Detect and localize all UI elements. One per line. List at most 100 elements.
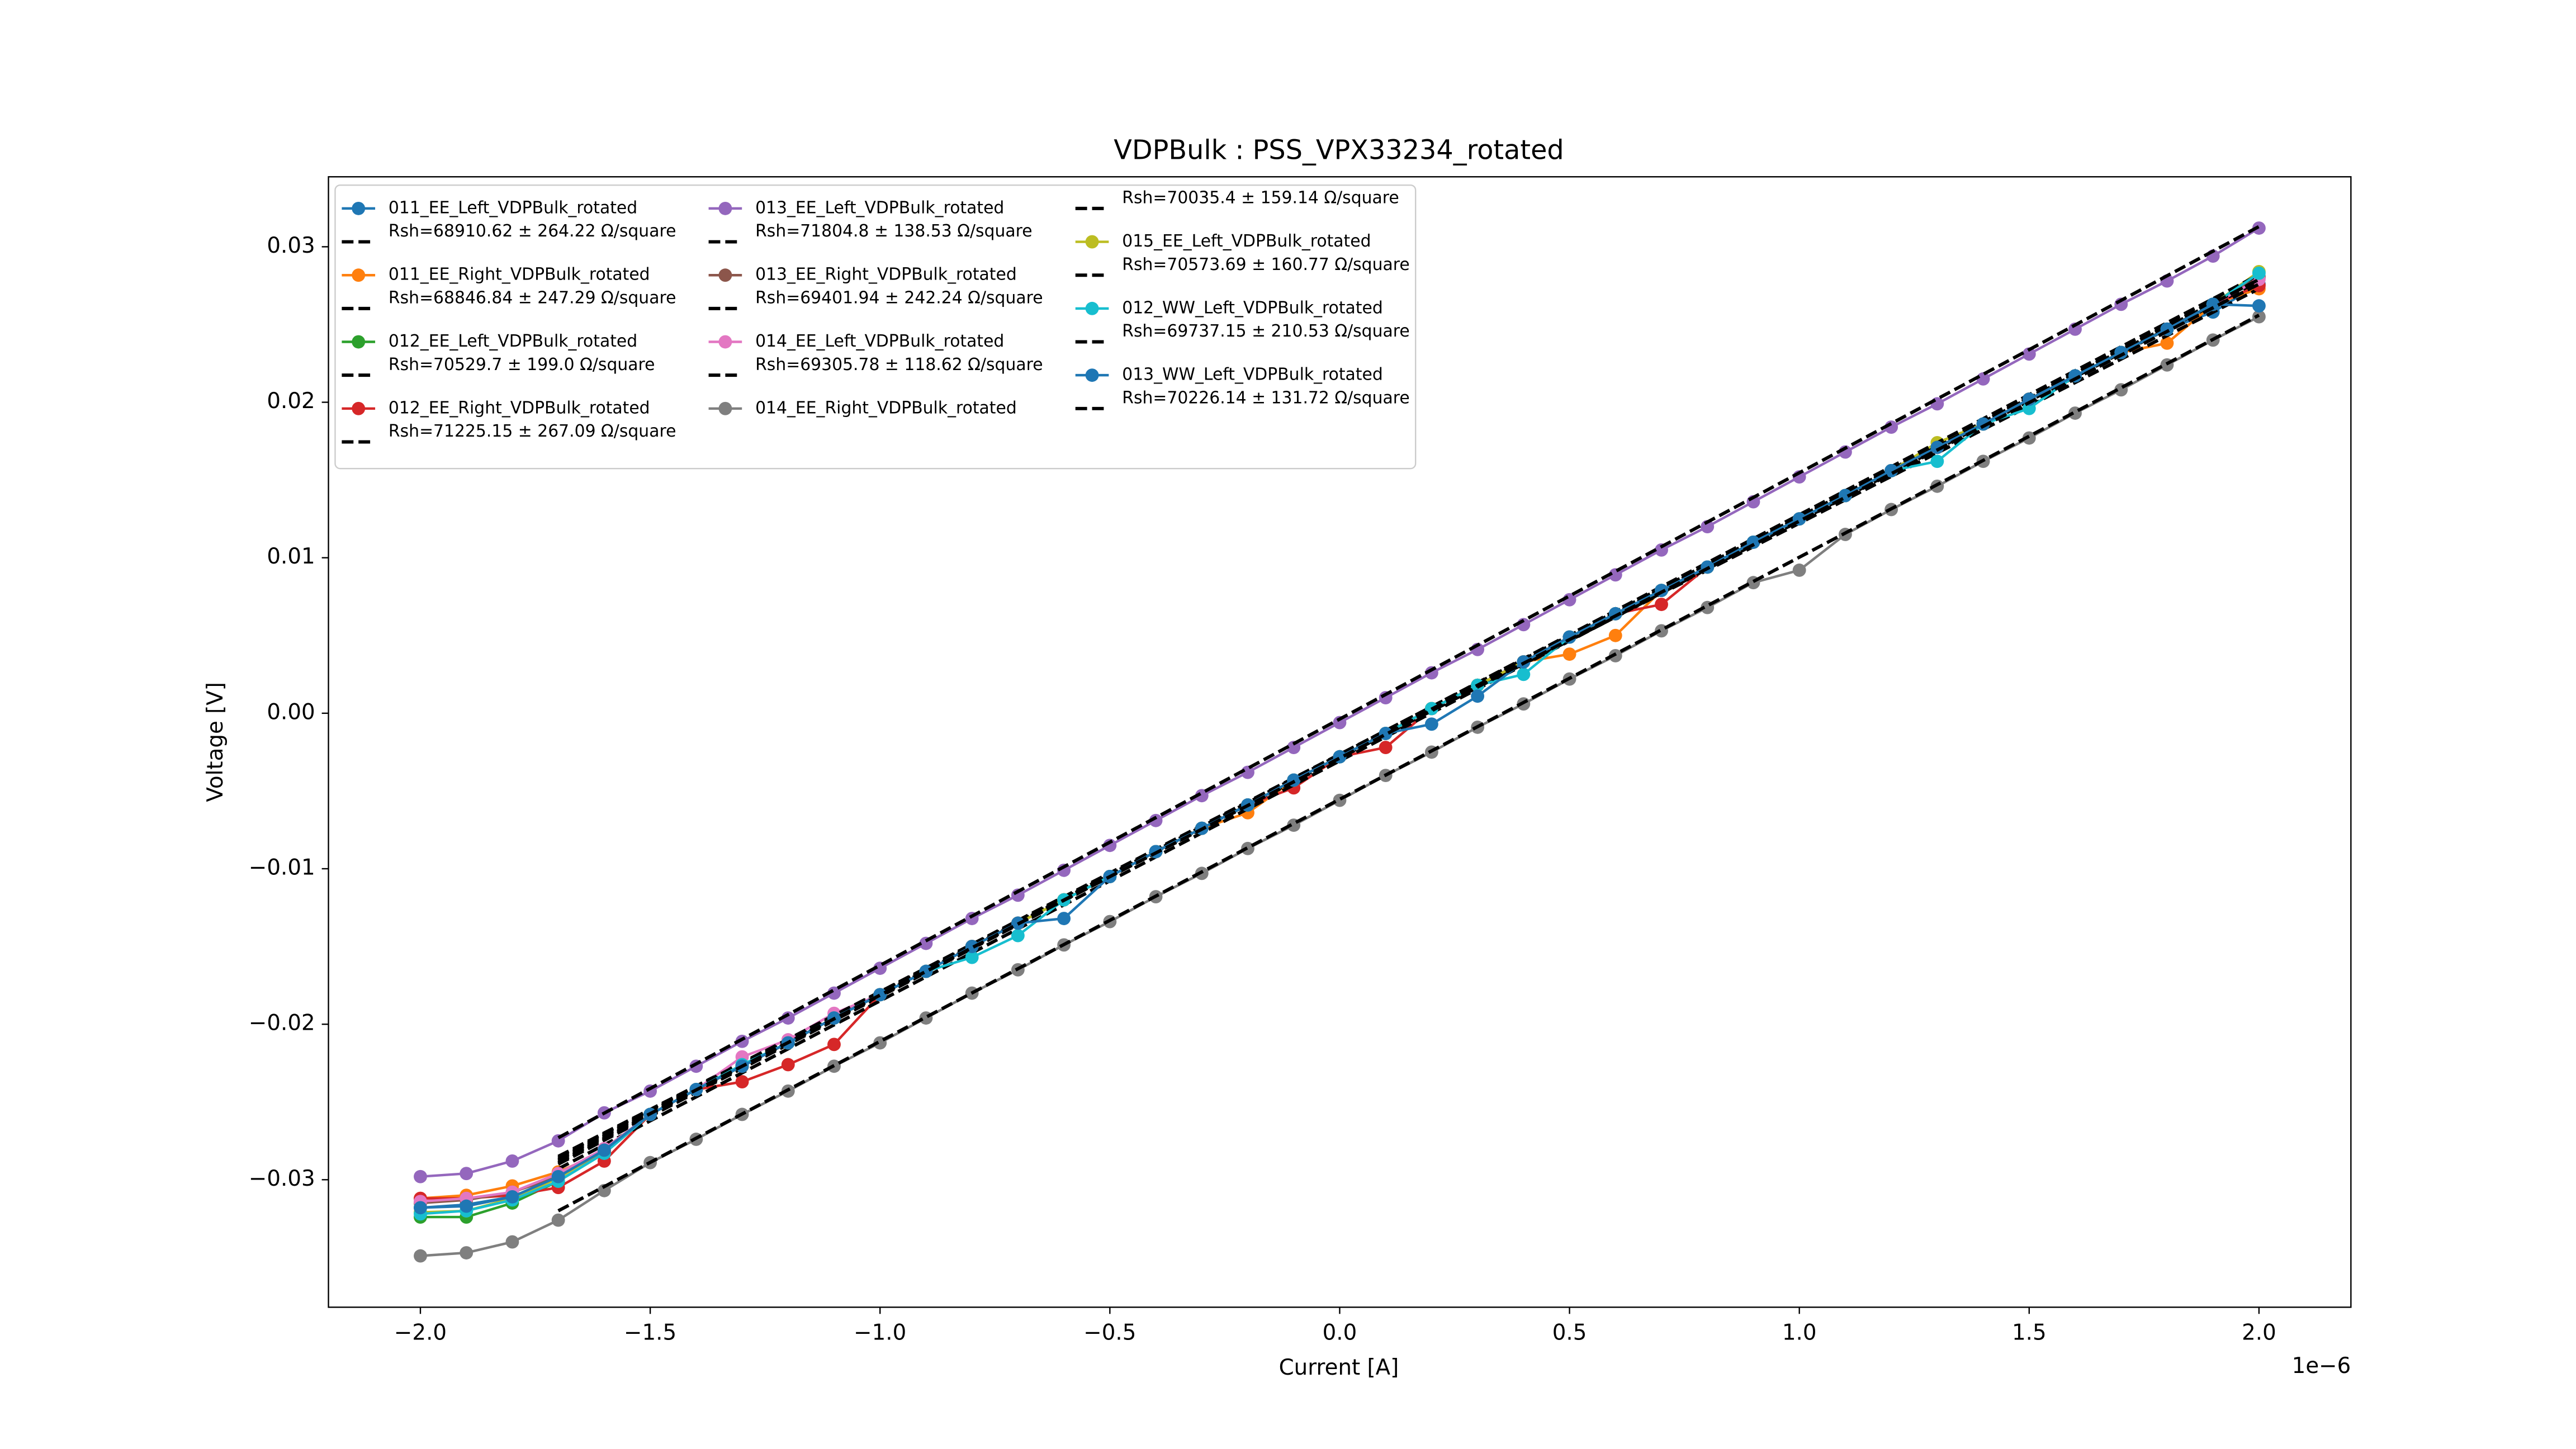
data-point bbox=[414, 1169, 427, 1183]
data-point bbox=[1608, 568, 1622, 582]
legend-label: 012_EE_Right_VDPBulk_rotated bbox=[389, 398, 650, 418]
x-tick-label: 1.5 bbox=[2012, 1320, 2047, 1346]
legend-label: 013_WW_Left_VDPBulk_rotated bbox=[1122, 365, 1383, 385]
data-point bbox=[597, 1183, 611, 1197]
y-tick-label: 0.00 bbox=[267, 699, 315, 724]
fit-line bbox=[557, 282, 2260, 1163]
data-point bbox=[1103, 839, 1117, 853]
data-point bbox=[1424, 717, 1438, 731]
legend-frame bbox=[334, 184, 1417, 470]
data-point bbox=[827, 1038, 841, 1052]
data-point bbox=[505, 1235, 519, 1249]
data-point bbox=[1011, 929, 1025, 943]
y-tick-label: −0.01 bbox=[249, 855, 315, 880]
data-point bbox=[1471, 689, 1485, 703]
data-point bbox=[1701, 520, 1715, 534]
legend-label: Rsh=70573.69 ± 160.77 Ω/square bbox=[1122, 255, 1409, 274]
legend-label: Rsh=68846.84 ± 247.29 Ω/square bbox=[389, 288, 676, 307]
data-point bbox=[414, 1201, 427, 1215]
legend-label: Rsh=71804.8 ± 138.53 Ω/square bbox=[755, 221, 1033, 241]
legend-marker bbox=[1085, 368, 1099, 382]
legend-label: Rsh=68910.62 ± 264.22 Ω/square bbox=[389, 221, 676, 241]
fit-line bbox=[557, 314, 2260, 1213]
legend-label: Rsh=71225.15 ± 267.09 Ω/square bbox=[389, 422, 676, 441]
y-axis-label: Voltage [V] bbox=[203, 682, 228, 802]
data-point bbox=[460, 1246, 473, 1259]
data-point bbox=[2252, 299, 2266, 313]
x-tick-label: −1.5 bbox=[624, 1320, 676, 1346]
x-tick-label: −1.0 bbox=[854, 1320, 906, 1346]
legend-label: 014_EE_Left_VDPBulk_rotated bbox=[755, 332, 1004, 351]
legend-label: Rsh=70035.4 ± 159.14 Ω/square bbox=[1122, 188, 1399, 208]
x-tick-label: −0.5 bbox=[1083, 1320, 1136, 1346]
data-point bbox=[1287, 741, 1301, 754]
legend-marker bbox=[352, 335, 366, 349]
legend-label: 013_EE_Left_VDPBulk_rotated bbox=[755, 198, 1004, 217]
fit-line bbox=[557, 279, 2260, 1171]
legend-label: Rsh=70226.14 ± 131.72 Ω/square bbox=[1122, 388, 1409, 408]
x-offset-label: 1e−6 bbox=[2292, 1353, 2351, 1379]
legend: 011_EE_Left_VDPBulk_rotated Rsh=68910.62 … bbox=[334, 184, 1417, 470]
legend-marker bbox=[718, 268, 732, 282]
data-point bbox=[1379, 741, 1393, 754]
fit-line bbox=[557, 225, 2260, 1139]
y-tick-label: 0.02 bbox=[267, 389, 315, 414]
data-point bbox=[2160, 336, 2174, 350]
y-tick-label: −0.02 bbox=[249, 1011, 315, 1036]
data-point bbox=[460, 1199, 473, 1213]
data-point bbox=[1517, 667, 1531, 681]
data-point bbox=[1976, 372, 1990, 386]
data-point bbox=[965, 950, 979, 964]
data-point bbox=[1149, 813, 1163, 827]
data-point bbox=[1655, 598, 1668, 612]
x-axis-label: Current [A] bbox=[1279, 1355, 1399, 1380]
data-point bbox=[735, 1075, 749, 1089]
legend-marker bbox=[352, 201, 366, 215]
legend-label: 011_EE_Left_VDPBulk_rotated bbox=[389, 198, 637, 217]
data-point bbox=[1976, 417, 1990, 431]
data-point bbox=[597, 1143, 611, 1157]
legend-label: Rsh=70529.7 ± 199.0 Ω/square bbox=[389, 355, 655, 375]
data-point bbox=[505, 1154, 519, 1168]
x-tick-label: 0.5 bbox=[1552, 1320, 1587, 1346]
data-point bbox=[1241, 841, 1254, 855]
y-tick-label: −0.03 bbox=[249, 1166, 315, 1191]
data-point bbox=[1930, 397, 1944, 411]
data-point bbox=[1057, 912, 1071, 925]
x-tick-label: 2.0 bbox=[2242, 1320, 2276, 1346]
legend-label: Rsh=69305.78 ± 118.62 Ω/square bbox=[755, 355, 1043, 375]
y-tick-label: 0.01 bbox=[267, 544, 315, 569]
data-point bbox=[460, 1167, 473, 1181]
data-point bbox=[2252, 266, 2266, 280]
legend-marker bbox=[1085, 235, 1099, 249]
legend-marker bbox=[1085, 301, 1099, 315]
data-point bbox=[919, 964, 933, 978]
legend-marker bbox=[352, 268, 366, 282]
data-point bbox=[1884, 464, 1898, 477]
plot-area bbox=[414, 221, 2266, 1263]
data-point bbox=[827, 986, 841, 1000]
legend-label: 013_EE_Right_VDPBulk_rotated bbox=[755, 265, 1017, 285]
legend-label: 012_EE_Left_VDPBulk_rotated bbox=[389, 332, 637, 351]
data-point bbox=[2022, 347, 2036, 361]
legend-label: 015_EE_Left_VDPBulk_rotated bbox=[1122, 231, 1371, 251]
data-point bbox=[1562, 647, 1576, 661]
x-tick-label: 1.0 bbox=[1782, 1320, 1817, 1346]
data-point bbox=[1930, 454, 1944, 468]
legend-label: Rsh=69401.94 ± 242.24 Ω/square bbox=[755, 288, 1043, 307]
legend-marker bbox=[352, 401, 366, 415]
legend-label: Rsh=69737.15 ± 210.53 Ω/square bbox=[1122, 321, 1409, 341]
data-point bbox=[1792, 564, 1806, 577]
data-point bbox=[735, 1034, 749, 1048]
data-point bbox=[1608, 628, 1622, 642]
legend-label: 014_EE_Right_VDPBulk_rotated bbox=[755, 398, 1017, 418]
data-point bbox=[1241, 765, 1254, 779]
data-point bbox=[551, 1169, 565, 1183]
data-point bbox=[551, 1213, 565, 1227]
legend-marker bbox=[718, 335, 732, 349]
legend-marker bbox=[718, 201, 732, 215]
x-tick-label: −2.0 bbox=[394, 1320, 447, 1346]
legend-marker bbox=[718, 401, 732, 415]
